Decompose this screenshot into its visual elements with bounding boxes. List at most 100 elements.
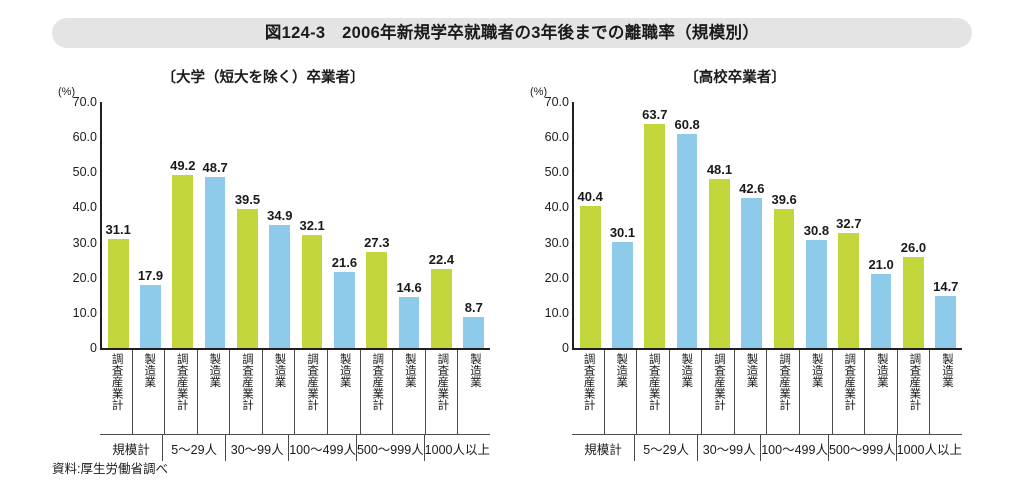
bar-value-label: 48.7 [202, 159, 228, 175]
bar-cell: 8.7 [458, 102, 490, 348]
series-label: 製造業 [941, 353, 953, 388]
series-label: 製造業 [338, 353, 351, 388]
bar: 30.8 [804, 223, 829, 348]
group-label-row: 規模計 5～29人 30～99人 100～499人 500～999人 1000人以上 [572, 435, 962, 461]
series-label: 調査産業計 [371, 353, 384, 411]
bar-value-label: 21.0 [868, 257, 894, 273]
bar-cell: 17.9 [134, 102, 166, 348]
series-label-cell: 製造業 [457, 350, 490, 434]
bar: 40.4 [578, 189, 603, 348]
bar: 14.6 [396, 280, 422, 348]
bar-value-label: 48.1 [706, 161, 733, 177]
bar-cell: 34.9 [264, 102, 296, 348]
bar: 39.6 [771, 192, 797, 348]
x-axis-label-table: 調査産業計 製造業 調査産業計 製造業 調査産業計 製造業 調査産業計 製造業 調査産業計 製造業… [572, 350, 962, 461]
series-label: 調査産業計 [712, 353, 725, 411]
bar: 21.6 [332, 255, 357, 348]
bar: 22.4 [429, 252, 454, 348]
series-label-cell: 調査産業計 [229, 350, 262, 434]
bar-cell: 22.4 [425, 102, 457, 348]
series-label: 製造業 [745, 353, 758, 388]
series-label-cell: 調査産業計 [831, 350, 865, 434]
page-title: 図124-3 2006年新規学卒就職者の3年後までの離職率（規模別） [264, 24, 760, 42]
bar: 34.9 [267, 208, 292, 348]
series-label-cell: 調査産業計 [424, 350, 458, 434]
bar-value-label: 30.1 [609, 225, 636, 241]
group-label-cell: 5～29人 [634, 435, 697, 461]
bar: 31.1 [106, 222, 131, 348]
bar-value-label: 27.3 [364, 235, 390, 251]
source-note: 資料:厚生労働省調べ [52, 462, 168, 476]
bar-cell: 32.1 [296, 102, 328, 348]
bar-value-label: 63.7 [642, 107, 668, 123]
group-label-cell: 1000人以上 [895, 435, 962, 461]
series-label-cell: 調査産業計 [164, 350, 197, 434]
series-label-cell: 調査産業計 [359, 350, 393, 434]
bar-cell: 48.1 [703, 102, 735, 348]
bar-value-label: 21.6 [331, 255, 358, 271]
bar-cell: 21.0 [865, 102, 897, 348]
bar-value-label: 14.6 [396, 279, 422, 295]
plot-area: 70.0 60.0 50.0 40.0 30.0 20.0 10.0 0 40.4 30.1 63… [545, 95, 962, 355]
bar-cell: 32.7 [833, 102, 865, 348]
y-axis-tick-label: 10.0 [544, 305, 569, 320]
group-label-cell: 100～499人 [760, 435, 828, 461]
y-axis-tick-label: 30.0 [72, 235, 97, 250]
bar: 32.7 [836, 216, 861, 348]
bar-cell: 31.1 [102, 102, 134, 348]
series-label-row: 調査産業計 製造業 調査産業計 製造業 調査産業計 製造業 調査産業計 製造業 調査産業計 製造業… [572, 350, 962, 435]
bar: 32.1 [299, 218, 325, 348]
bar-cell: 30.8 [800, 102, 832, 348]
bar-value-label: 40.4 [577, 189, 603, 205]
bar-value-label: 34.9 [267, 208, 293, 224]
series-label-cell: 製造業 [929, 350, 962, 434]
y-axis-tick-label: 0 [562, 341, 569, 355]
y-axis-tick-label: 30.0 [544, 235, 569, 250]
series-label: 製造業 [143, 353, 156, 388]
series-label: 調査産業計 [582, 353, 595, 411]
series-label-cell: 製造業 [799, 350, 832, 434]
group-label-row: 規模計 5～29人 30～99人 100～499人 500～999人 1000人以上 [100, 435, 490, 461]
bar: 8.7 [463, 300, 485, 348]
series-label: 調査産業計 [306, 353, 319, 411]
series-label: 製造業 [208, 353, 221, 388]
bar: 27.3 [364, 235, 389, 348]
series-label-cell: 調査産業計 [572, 350, 604, 434]
series-label: 調査産業計 [240, 353, 253, 411]
bar-cell: 30.1 [606, 102, 638, 348]
series-label-cell: 調査産業計 [636, 350, 669, 434]
bar: 30.1 [610, 225, 635, 348]
bar-cell: 14.6 [393, 102, 425, 348]
series-label: 製造業 [615, 353, 628, 388]
group-label-cell: 30～99人 [225, 435, 288, 461]
series-label: 調査産業計 [175, 353, 188, 411]
y-axis-tick-label: 60.0 [72, 130, 97, 145]
bar: 26.0 [901, 240, 926, 348]
bar-value-label: 60.8 [674, 117, 700, 133]
bar-value-label: 14.7 [933, 279, 959, 295]
group-label-cell: 30～99人 [697, 435, 760, 461]
series-label: 調査産業計 [908, 353, 921, 411]
bar-value-label: 42.6 [739, 181, 765, 197]
y-axis-unit-label: (%) [530, 86, 548, 98]
series-label-row: 調査産業計 製造業 調査産業計 製造業 調査産業計 製造業 調査産業計 製造業 調査産業計 製造業… [100, 350, 490, 435]
series-label: 製造業 [680, 353, 693, 388]
group-label-cell: 100～499人 [288, 435, 356, 461]
series-label: 製造業 [810, 353, 823, 388]
series-label-cell: 製造業 [668, 350, 702, 434]
chart-panel-university: 〔大学（短大を除く）卒業者〕 (%) 70.0 60.0 50.0 40.0 30.0 2… [28, 60, 498, 461]
y-axis-tick-label: 20.0 [72, 270, 97, 285]
bar-cell: 63.7 [639, 102, 671, 348]
chart-subtitle: 〔高校卒業者〕 [684, 70, 786, 86]
bar-cell: 39.5 [231, 102, 263, 348]
series-label-cell: 製造業 [864, 350, 897, 434]
bar-value-label: 32.1 [299, 218, 325, 234]
bar-value-label: 31.1 [105, 221, 131, 237]
y-axis-tick-label: 70.0 [544, 95, 569, 109]
bar: 49.2 [170, 158, 195, 348]
y-axis-tick-label: 10.0 [72, 305, 97, 320]
group-label-cell: 500～999人 [355, 435, 424, 461]
bar: 17.9 [138, 268, 163, 348]
bar-cell: 26.0 [897, 102, 929, 348]
bar: 48.1 [707, 162, 732, 348]
